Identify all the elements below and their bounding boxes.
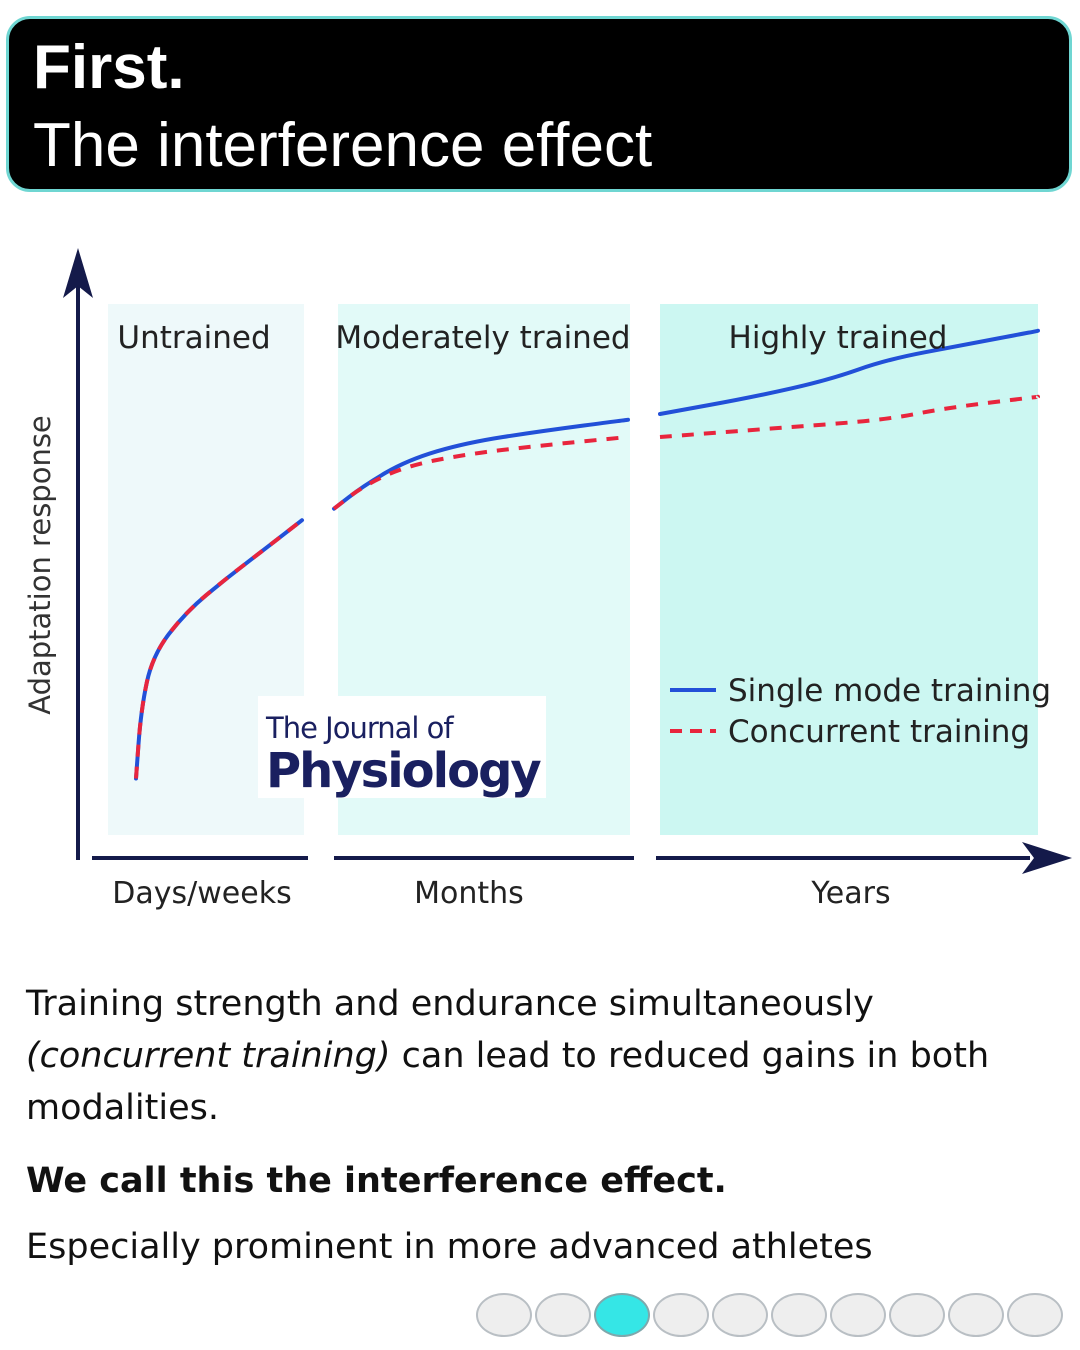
closing-statement: Especially prominent in more advanced at… — [26, 1227, 873, 1267]
page-dot[interactable] — [948, 1293, 1004, 1337]
interference-chart: Untrained Days/weeks Moderately trained Mon… — [23, 248, 1072, 911]
page-title: The interference effect — [33, 111, 653, 180]
page-dot[interactable] — [653, 1293, 709, 1337]
title-banner: First. The interference effect — [6, 16, 1072, 192]
body-text-emphasis: (concurrent training) — [26, 1036, 391, 1076]
phase-label: Moderately trained — [335, 320, 630, 356]
journal-logo-bg — [258, 696, 546, 798]
title-kicker: First. — [33, 33, 185, 102]
phase-label: Highly trained — [729, 320, 948, 356]
page-dot[interactable] — [771, 1293, 827, 1337]
body-text-end: can lead to reduced gains in both modali… — [26, 1036, 990, 1128]
single-mode-line-1 — [332, 417, 630, 511]
page-dot[interactable] — [476, 1293, 532, 1337]
page-dot[interactable] — [712, 1293, 768, 1337]
y-axis-arrow — [63, 248, 93, 298]
page-dot-active[interactable] — [594, 1293, 650, 1337]
journal-logo-line2: Physiology — [266, 743, 541, 799]
x-tick-label: Years — [810, 876, 890, 911]
x-tick-label: Days/weeks — [112, 876, 291, 911]
y-axis-label: Adaptation response — [23, 415, 57, 715]
page-dot[interactable] — [830, 1293, 886, 1337]
phase-label: Untrained — [117, 320, 270, 356]
x-tick-label: Months — [414, 876, 524, 911]
body-text-start: Training strength and endurance simultan… — [26, 984, 874, 1024]
x-axis-arrow — [1022, 842, 1072, 874]
journal-logo-line1: The Journal of — [265, 711, 454, 745]
key-statement: We call this the interference effect. — [26, 1161, 727, 1201]
concurrent-line-0 — [134, 518, 304, 779]
carousel-pagination — [476, 1293, 1070, 1341]
legend-label-single: Single mode training — [728, 673, 1051, 709]
legend-label-concurrent: Concurrent training — [728, 714, 1030, 750]
single-mode-line-2 — [658, 328, 1040, 416]
concurrent-line-1 — [332, 435, 629, 511]
page-dot[interactable] — [1007, 1293, 1063, 1337]
concurrent-line-2 — [659, 394, 1041, 439]
body-paragraph: Training strength and endurance simultan… — [26, 978, 1056, 1134]
page-dot[interactable] — [889, 1293, 945, 1337]
phase-panel-2 — [660, 304, 1038, 835]
page-dot[interactable] — [535, 1293, 591, 1337]
